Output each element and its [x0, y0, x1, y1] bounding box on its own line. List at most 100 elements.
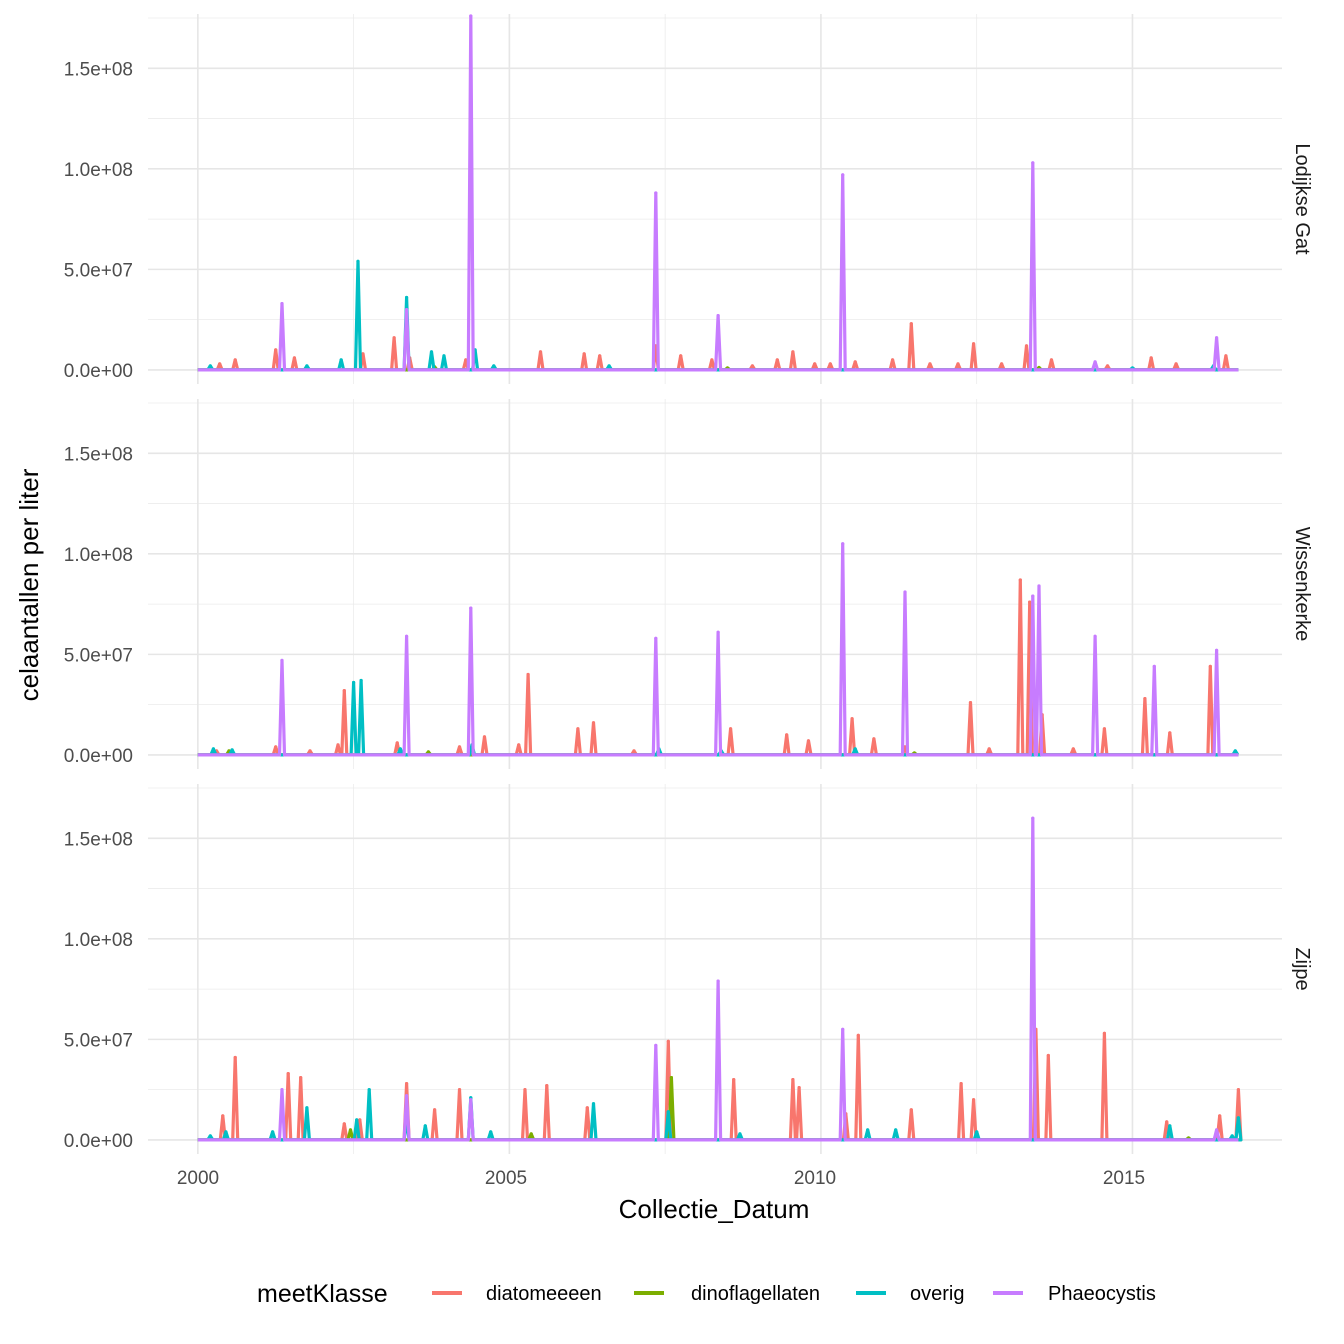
facet-label: Wissenkerke [1291, 527, 1313, 641]
data-point-phaeocystis: Phaeocystis 2003.35: 30M [404, 307, 409, 312]
y-tick-label: 1.0e+08 [64, 545, 133, 566]
data-point-diatomeeeen: diatomeeeen 2009.90: 3M [813, 362, 817, 366]
legend: meetKlasse diatomeeeen dinoflagellaten o… [257, 1280, 1156, 1308]
data-point-diatomeeeen: diatomeeeen 2014.55: 13M [1102, 727, 1107, 731]
data-point-phaeocystis: Phaeocystis 2013.40: 103M [1031, 161, 1035, 165]
data-point-phaeocystis: Phaeocystis 2014.40: 4M [1093, 360, 1097, 364]
data-point-overig: overig 2001.20: 4M [271, 1130, 275, 1134]
data-point-phaeocystis: Phaeocystis 2013.50: 84M [1037, 584, 1041, 588]
y-tick-label: 1.0e+08 [64, 160, 133, 181]
data-point-diatomeeeen: diatomeeeen 2010.60: 52M [856, 1033, 860, 1037]
data-point-diatomeeeen: diatomeeeen 2001.65: 31M [299, 1075, 303, 1080]
data-point-dinoflagellaten: dinoflagellaten 2005.35: 3M [529, 1132, 533, 1136]
y-axis-title: celaantallen per liter [14, 468, 44, 701]
data-point-diatomeeeen: diatomeeeen 2009.80: 7M [806, 739, 811, 743]
data-point-diatomeeeen: diatomeeeen 2000.40: 12M [221, 1114, 225, 1118]
data-point-phaeocystis: Phaeocystis 2013.40: 160M [1031, 816, 1035, 820]
data-point-diatomeeeen: diatomeeeen 2015.60: 11M [1168, 731, 1172, 735]
y-tick-label: 5.0e+07 [64, 260, 133, 281]
data-point-phaeocystis: Phaeocystis 2015.35: 44M [1152, 664, 1156, 669]
facet-label: Zijpe [1291, 947, 1313, 990]
data-point-phaeocystis: Phaeocystis 2010.35: 97M [841, 173, 845, 177]
data-point-diatomeeeen: diatomeeeen 2012.45: 13M [971, 342, 976, 346]
series-line-phaeocystis [197, 816, 1239, 1142]
data-point-phaeocystis: Phaeocystis 2007.35: 47M [654, 1043, 658, 1048]
data-point-diatomeeeen: diatomeeeen 2001.80: 2M [308, 749, 312, 753]
data-point-diatomeeeen: diatomeeeen 2001.45: 33M [286, 1071, 290, 1076]
data-point-diatomeeeen: diatomeeeen 2001.25: 4M [274, 745, 278, 749]
data-point-diatomeeeen: diatomeeeen 2003.80: 15M [433, 1108, 437, 1112]
data-point-diatomeeeen: diatomeeeen 2005.15: 5M [517, 743, 521, 747]
data-point-diatomeeeen: diatomeeeen 2015.30: 6M [1149, 356, 1153, 360]
data-point-overig: overig 2003.25: 3M [398, 747, 402, 751]
data-point-overig: overig 2012.50: 4M [975, 1130, 979, 1134]
data-point-diatomeeeen: diatomeeeen 2009.65: 26M [797, 1086, 801, 1090]
data-point-diatomeeeen: diatomeeeen 2010.50: 18M [850, 717, 854, 721]
data-point-overig: overig 2000.20: 2M [208, 364, 212, 368]
data-point-diatomeeeen: diatomeeeen 2013.30: 12M [1024, 344, 1029, 348]
data-point-overig: overig 2002.30: 5M [339, 358, 343, 362]
data-point-diatomeeeen: diatomeeeen 2005.25: 25M [523, 1088, 527, 1092]
data-point-overig: overig 2000.45: 4M [224, 1130, 228, 1134]
data-point-diatomeeeen: diatomeeeen 2006.45: 7M [598, 354, 602, 358]
data-point-diatomeeeen: diatomeeeen 2002.35: 8M [342, 1122, 346, 1126]
data-point-diatomeeeen: diatomeeeen 2007.00: 2M [632, 749, 636, 753]
legend-label-overig: overig [910, 1283, 964, 1305]
data-point-overig: overig 2008.70: 3M [738, 1132, 742, 1136]
data-point-overig: overig 2001.75: 2M [305, 364, 309, 368]
data-point-diatomeeeen: diatomeeeen 2011.45: 15M [909, 1108, 913, 1112]
y-tick-label: 1.5e+08 [64, 829, 133, 850]
data-point-phaeocystis: Phaeocystis 2003.35: 22M [404, 1094, 409, 1098]
data-point-overig: overig 2011.20: 5M [894, 1128, 898, 1132]
data-point-diatomeeeen: diatomeeeen 2004.20: 4M [457, 745, 462, 749]
data-point-diatomeeeen: diatomeeeen 2002.65: 8M [361, 352, 365, 356]
data-point-diatomeeeen: diatomeeeen 2007.55: 49M [666, 1039, 670, 1043]
y-tick-label: 0.0e+00 [64, 361, 133, 382]
data-point-overig: overig 2007.55: 14M [666, 1110, 670, 1114]
x-axis-title: Collectie_Datum [619, 1194, 810, 1224]
data-point-phaeocystis: Phaeocystis 2010.35: 55M [841, 1027, 845, 1031]
data-point-overig: overig 2004.70: 4M [489, 1130, 493, 1134]
data-point-diatomeeeen: diatomeeeen 2001.25: 10M [274, 348, 278, 352]
data-point-overig: overig 2003.95: 7M [442, 354, 446, 358]
data-point-diatomeeeen: diatomeeeen 2004.60: 9M [482, 735, 487, 739]
data-point-phaeocystis: Phaeocystis 2001.35: 25M [280, 1088, 284, 1092]
data-point-diatomeeeen: diatomeeeen 2002.60: 10M [358, 1118, 362, 1122]
data-point-diatomeeeen: diatomeeeen 2007.75: 7M [679, 354, 683, 358]
data-point-overig: overig 2016.65: 2M [1233, 749, 1237, 753]
data-point-diatomeeeen: diatomeeeen 2015.70: 3M [1174, 362, 1178, 366]
data-point-overig: overig 2003.65: 7M [423, 1124, 427, 1128]
data-point-dinoflagellaten: dinoflagellaten 2007.60: 31M [669, 1075, 673, 1080]
data-point-diatomeeeen: diatomeeeen 2014.05: 3M [1071, 747, 1075, 751]
data-point-diatomeeeen: diatomeeeen 2013.20: 87M [1018, 578, 1022, 582]
data-point-phaeocystis: Phaeocystis 2011.35: 81M [903, 590, 907, 594]
data-point-phaeocystis: Phaeocystis 2007.35: 58M [654, 636, 658, 640]
data-point-diatomeeeen: diatomeeeen 2015.55: 9M [1165, 1120, 1169, 1124]
data-point-diatomeeeen: diatomeeeen 2006.25: 16M [585, 1106, 589, 1110]
data-point-overig: overig 2003.75: 9M [429, 350, 434, 354]
data-point-diatomeeeen: diatomeeeen 2005.60: 27M [545, 1084, 549, 1088]
data-point-dinoflagellaten: dinoflagellaten 2003.70: 2M [426, 750, 430, 754]
data-point-phaeocystis: Phaeocystis 2003.35: 59M [404, 634, 409, 638]
x-tick-label-2000: 2000 [177, 1168, 219, 1189]
data-point-diatomeeeen: diatomeeeen 2001.55: 6M [292, 356, 297, 360]
data-point-diatomeeeen: diatomeeeen 2012.25: 28M [959, 1082, 963, 1086]
data-point-diatomeeeen: diatomeeeen 2012.45: 20M [971, 1098, 976, 1102]
y-tick-label: 1.5e+08 [64, 59, 133, 80]
data-point-overig: overig 2015.60: 7M [1168, 1124, 1172, 1128]
data-point-diatomeeeen: diatomeeeen 2013.35: 76M [1028, 600, 1032, 604]
data-point-overig: overig 2002.55: 10M [355, 1118, 359, 1122]
data-point-diatomeeeen: diatomeeeen 2016.40: 12M [1218, 1114, 1222, 1118]
data-point-diatomeeeen: diatomeeeen 2011.45: 23M [909, 322, 913, 326]
data-point-phaeocystis: Phaeocystis 2016.35: 5M [1214, 1128, 1219, 1132]
data-point-diatomeeeen: diatomeeeen 2010.15: 3M [828, 362, 832, 366]
data-point-diatomeeeen: diatomeeeen 2011.75: 3M [928, 362, 932, 366]
data-point-diatomeeeen: diatomeeeen 2013.65: 42M [1046, 1053, 1050, 1058]
legend-label-diatomeeeen: diatomeeeen [486, 1283, 602, 1305]
data-point-overig: overig 2010.55: 3M [853, 747, 857, 751]
y-tick-label: 5.0e+07 [64, 645, 133, 666]
data-point-phaeocystis: Phaeocystis 2004.38: 73M [469, 606, 473, 610]
data-point-phaeocystis: Phaeocystis 2008.35: 61M [716, 630, 720, 634]
data-point-overig: overig 2003.35: 36M [404, 295, 409, 300]
